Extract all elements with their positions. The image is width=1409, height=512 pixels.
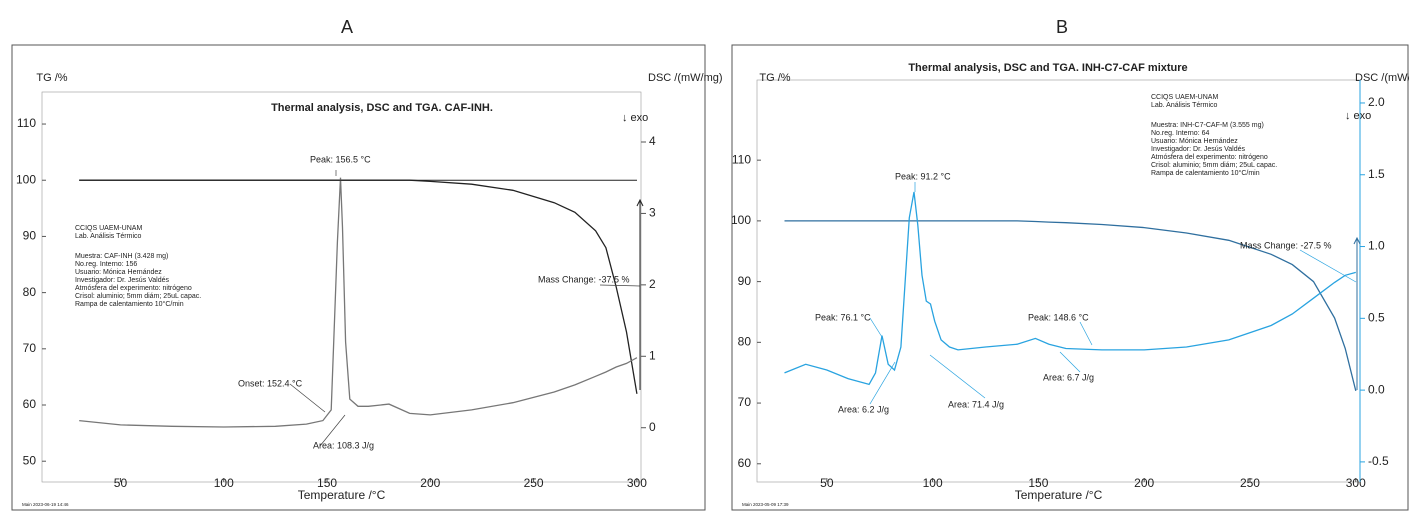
- info-line: Usuario: Mónica Hernández: [1151, 138, 1238, 145]
- leader-line: [289, 383, 326, 413]
- leader-line: [599, 284, 641, 287]
- y2-tick-label: 1.5: [1368, 167, 1385, 181]
- y2-tick-label: 1.0: [1368, 239, 1385, 253]
- x-tick-label: 100: [923, 476, 943, 490]
- x-tick-label: 200: [420, 476, 440, 490]
- y2-tick-label: -0.5: [1368, 454, 1389, 468]
- arrow-head: [1353, 236, 1361, 245]
- annotation: Mass Change: -37.5 %: [538, 274, 630, 284]
- leader-line: [929, 354, 986, 399]
- x-tick-label: 50: [820, 476, 834, 490]
- info-line: Lab. Análisis Térmico: [75, 233, 142, 240]
- leader-line: [869, 317, 883, 338]
- y-tick-label: 50: [23, 453, 37, 467]
- series-line: [79, 177, 638, 428]
- y-tick-label: 100: [16, 172, 36, 186]
- series-line: [784, 220, 1357, 392]
- leader-line: [319, 414, 346, 447]
- y2-tick-label: 1: [649, 348, 656, 362]
- footer: Main 2023-05-09 17:39: [742, 502, 789, 507]
- y2-tick-label: 2.0: [1368, 95, 1385, 109]
- arrow-head: [636, 198, 644, 207]
- panel-frame: [11, 44, 706, 511]
- annotation: Area: 6.7 J/g: [1043, 372, 1094, 382]
- leader-line: [1299, 249, 1357, 283]
- y2-tick-label: 0.0: [1368, 382, 1385, 396]
- info-line: Rampa de calentamiento 10°C/min: [1151, 169, 1260, 177]
- annotation: Mass Change: -27.5 %: [1240, 240, 1332, 250]
- leader-line: [1079, 321, 1093, 346]
- x-tick-label: 150: [1028, 476, 1048, 490]
- x-tick-label: 250: [1240, 476, 1260, 490]
- y-tick-label: 110: [17, 116, 36, 130]
- info-line: Investigador: Dr. Jesús Valdés: [75, 277, 170, 284]
- x-axis-label: Temperature /°C: [298, 488, 386, 502]
- panel-label: B: [1056, 17, 1068, 37]
- y-axis-label: TG /%: [36, 72, 67, 84]
- y2-tick-label: 3: [649, 206, 656, 220]
- plot-area: [756, 79, 1361, 483]
- leader-line: [869, 361, 896, 405]
- y-axis-label: TG /%: [759, 72, 790, 84]
- y-tick-label: 60: [23, 397, 37, 411]
- series-line: [784, 191, 1356, 386]
- y-tick-label: 80: [738, 335, 752, 349]
- annotation: Area: 71.4 J/g: [948, 399, 1004, 409]
- info-line: Crisol: aluminio; 5mm diám; 25uL capac.: [1151, 162, 1277, 169]
- annotation: Area: 6.2 J/g: [838, 404, 889, 414]
- x-tick-label: 50: [114, 476, 128, 490]
- x-tick-label: 250: [524, 476, 544, 490]
- y2-tick-label: 0.5: [1368, 311, 1385, 325]
- panel-label: A: [341, 17, 353, 37]
- y-tick-label: 100: [731, 213, 751, 227]
- plot-area: [41, 91, 642, 483]
- y2-tick-label: 4: [649, 134, 656, 148]
- y-tick-label: 80: [23, 285, 37, 299]
- annotation: Onset: 152.4 °C: [238, 378, 303, 388]
- x-tick-label: 300: [1346, 476, 1366, 490]
- x-axis-label: Temperature /°C: [1015, 488, 1103, 502]
- info-line: Lab. Análisis Térmico: [1151, 102, 1218, 109]
- exo-label: ↓ exo: [622, 112, 648, 124]
- exo-label: ↓ exo: [1345, 110, 1371, 122]
- info-line: Muestra: INH-C7-CAF-M (3.555 mg): [1151, 122, 1264, 129]
- y2-axis-label: DSC /(mW/mg): [648, 72, 723, 84]
- info-line: No.reg. Interno: 64: [1151, 130, 1209, 137]
- info-line: Muestra: CAF-INH (3.428 mg): [75, 253, 168, 260]
- y-tick-label: 70: [738, 395, 752, 409]
- info-line: CCIQS UAEM-UNAM: [75, 225, 142, 232]
- info-line: Atmósfera del experimento: nitrógeno: [1151, 154, 1268, 161]
- y-tick-label: 90: [23, 229, 37, 243]
- x-tick-label: 100: [214, 476, 234, 490]
- y-tick-label: 110: [732, 152, 751, 166]
- x-tick-label: 200: [1134, 476, 1154, 490]
- chart-title: Thermal analysis, DSC and TGA. CAF-INH.: [271, 102, 493, 114]
- y-tick-label: 70: [23, 341, 37, 355]
- info-line: Atmósfera del experimento: nitrógeno: [75, 285, 192, 292]
- y2-tick-label: 2: [649, 277, 656, 291]
- y-tick-label: 60: [738, 456, 752, 470]
- info-line: Investigador: Dr. Jesús Valdés: [1151, 146, 1246, 153]
- info-line: CCIQS UAEM-UNAM: [1151, 94, 1218, 101]
- leader-line: [1059, 351, 1081, 373]
- annotation: Peak: 91.2 °C: [895, 171, 951, 181]
- y2-axis-label: DSC /(mW/mg): [1355, 72, 1409, 84]
- info-line: Usuario: Mónica Hernández: [75, 269, 162, 276]
- info-line: Rampa de calentamiento 10°C/min: [75, 300, 184, 308]
- x-tick-label: 300: [627, 476, 647, 490]
- annotation: Area: 108.3 J/g: [313, 440, 374, 450]
- annotation: Peak: 76.1 °C: [815, 312, 871, 322]
- y-tick-label: 90: [738, 274, 752, 288]
- panel-frame: [731, 44, 1409, 511]
- x-tick-label: 150: [317, 476, 337, 490]
- info-line: Crisol: aluminio; 5mm diám; 25uL capac.: [75, 293, 201, 300]
- annotation: Peak: 156.5 °C: [310, 154, 371, 164]
- chart-title: Thermal analysis, DSC and TGA. INH-C7-CA…: [908, 62, 1187, 74]
- annotation: Peak: 148.6 °C: [1028, 312, 1089, 322]
- y2-tick-label: 0: [649, 420, 656, 434]
- info-line: No.reg. Interno: 156: [75, 261, 137, 268]
- footer: Main 2023-06-19 14:46: [22, 502, 69, 507]
